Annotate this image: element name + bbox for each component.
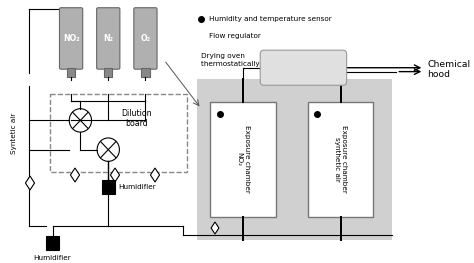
Text: Dilution
board: Dilution board	[121, 109, 152, 128]
Text: O₂: O₂	[140, 34, 150, 43]
FancyBboxPatch shape	[260, 50, 346, 85]
FancyBboxPatch shape	[97, 8, 120, 69]
Text: NO₂: NO₂	[63, 34, 80, 43]
Bar	[50, 94, 187, 172]
Polygon shape	[110, 168, 119, 182]
Bar	[102, 180, 115, 194]
Text: N₂: N₂	[103, 34, 113, 43]
Text: Humidity and temperature sensor: Humidity and temperature sensor	[209, 16, 331, 22]
Text: Exposure chamber
synthetic air: Exposure chamber synthetic air	[334, 125, 347, 193]
Bar	[46, 236, 59, 250]
Polygon shape	[150, 168, 160, 182]
Bar	[308, 102, 373, 217]
Bar	[141, 68, 150, 78]
Polygon shape	[26, 176, 35, 190]
Bar	[197, 79, 392, 240]
Text: Exposure chamber
NO₂: Exposure chamber NO₂	[237, 125, 249, 193]
Bar	[210, 102, 275, 217]
Polygon shape	[211, 222, 219, 234]
Polygon shape	[71, 168, 80, 182]
Text: Humidifier: Humidifier	[34, 255, 72, 261]
Text: Flow regulator: Flow regulator	[209, 33, 261, 38]
Bar	[67, 68, 75, 78]
Text: Chemical
hood: Chemical hood	[427, 60, 470, 79]
FancyBboxPatch shape	[59, 8, 82, 69]
FancyBboxPatch shape	[134, 8, 157, 69]
Text: Humidifier: Humidifier	[118, 184, 156, 190]
Text: Syntetic air: Syntetic air	[11, 113, 18, 154]
Bar	[104, 68, 112, 78]
Text: NOx concentrations
analyzer: NOx concentrations analyzer	[274, 62, 332, 73]
Text: Drying oven
thermostatically controlled at 28°C: Drying oven thermostatically controlled …	[201, 53, 328, 67]
